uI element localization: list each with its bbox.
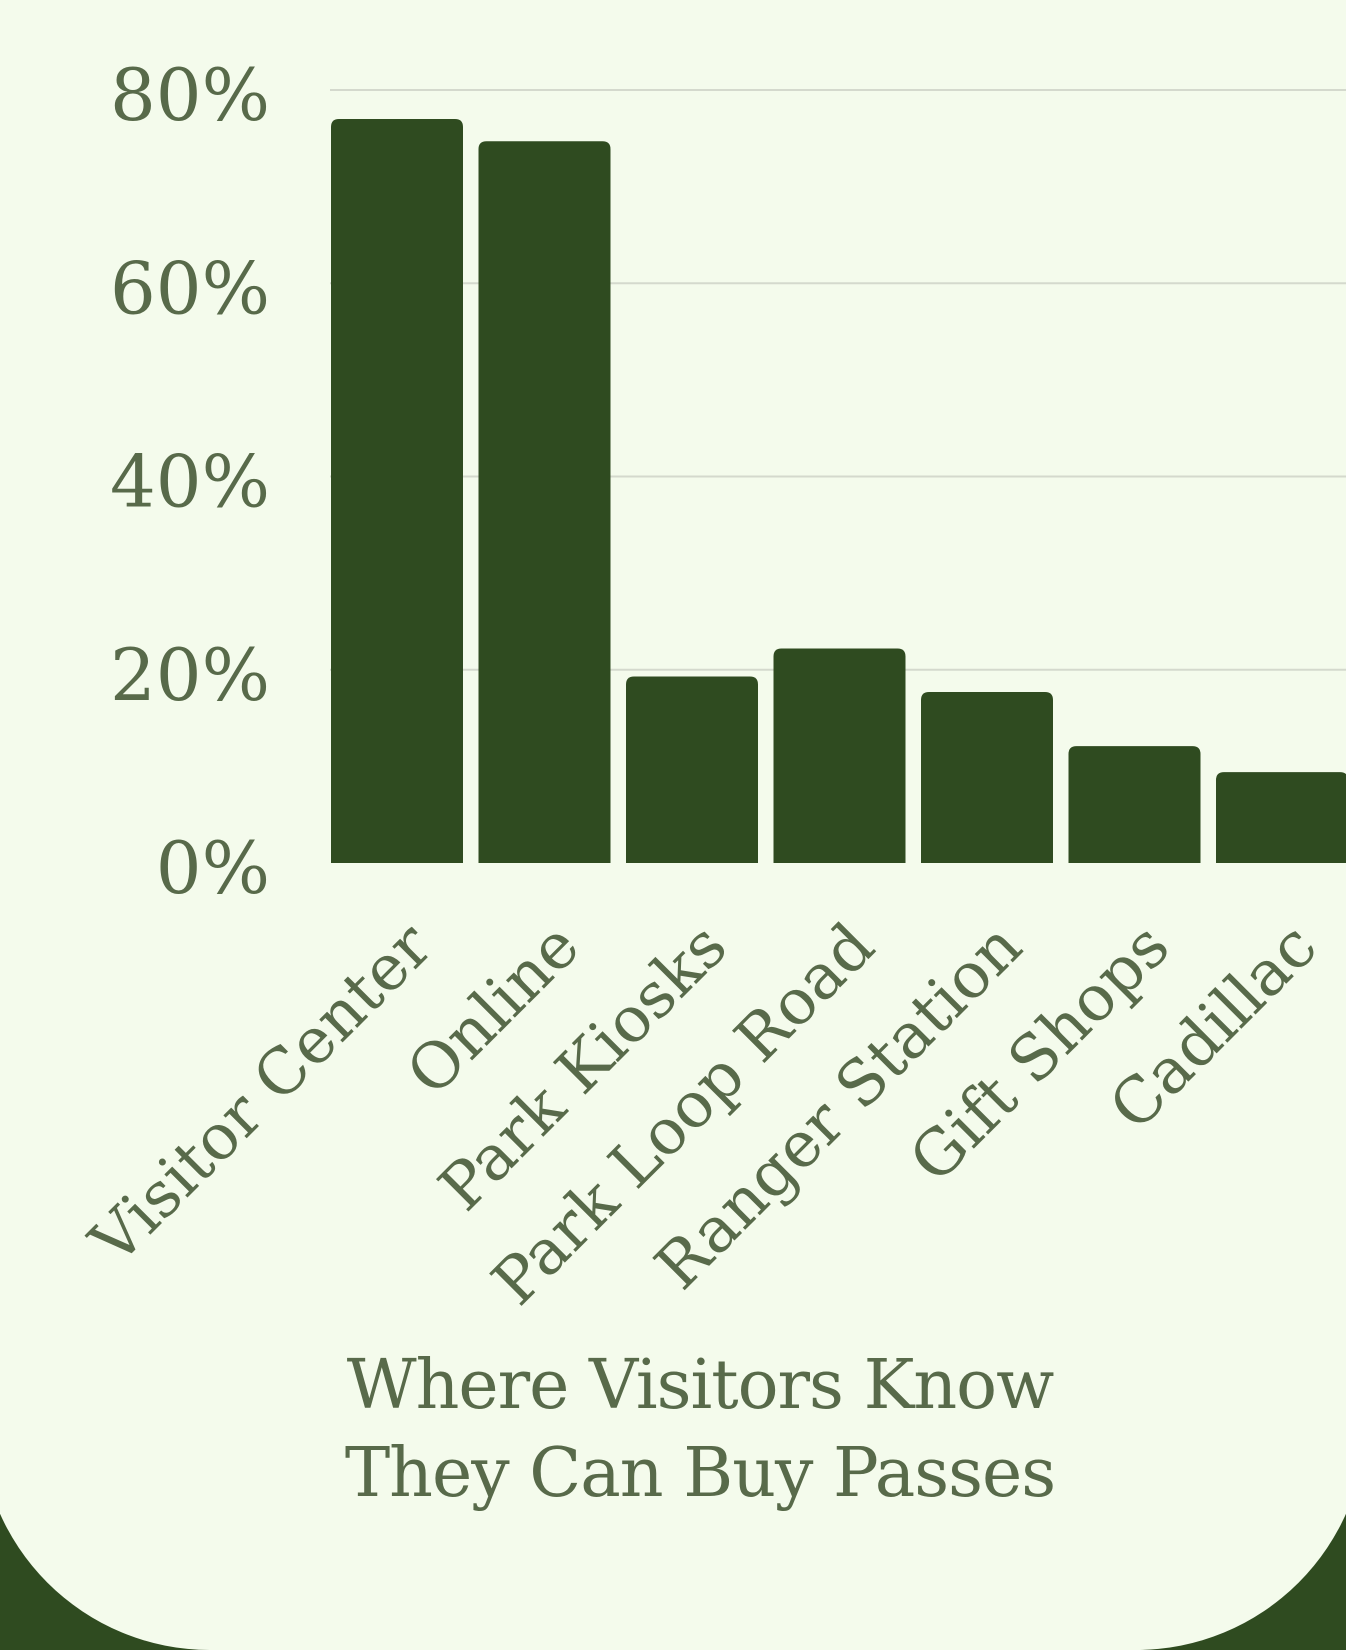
chart-title-line-2: They Can Buy Passes [344, 1434, 1056, 1513]
bar-visitor-center [331, 118, 463, 864]
y-tick-label: 60% [110, 246, 270, 330]
bar-gift-shops [1068, 746, 1201, 863]
y-tick-label: 40% [110, 440, 270, 524]
bar-ranger-station [921, 691, 1053, 863]
y-tick-label: 80% [110, 53, 270, 137]
bars [331, 118, 1346, 864]
bar-park-loop-road [773, 648, 906, 863]
x-tick-label: Visitor Center [76, 908, 447, 1279]
y-axis-ticks: 0% 20% 40% 60% 80% [110, 53, 270, 910]
bar-cadillac [1216, 772, 1346, 863]
y-tick-label: 0% [156, 826, 270, 910]
bar-chart: 0% 20% 40% 60% 80% Visitor CenterOnlinePark … [76, 53, 1346, 1319]
bar-online [478, 141, 611, 863]
bar-park-kiosks [626, 676, 758, 863]
y-tick-label: 20% [110, 633, 270, 717]
chart-title-line-1: Where Visitors Know [346, 1346, 1055, 1425]
chart-title: Where Visitors Know They Can Buy Passes [220, 1342, 1180, 1518]
